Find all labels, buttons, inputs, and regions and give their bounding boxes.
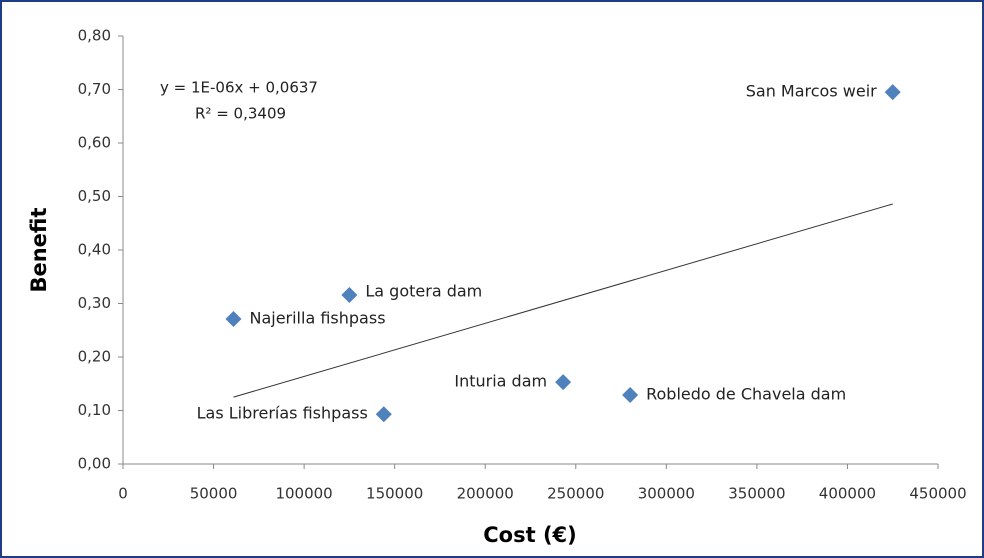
point-label: Najerilla fishpass (249, 309, 385, 328)
y-tick-label: 0,30 (78, 294, 111, 312)
x-tick-label: 100000 (275, 485, 332, 503)
x-axis-title: Cost (€) (483, 523, 577, 547)
point (225, 311, 242, 328)
y-tick-label: 0,10 (78, 401, 111, 419)
y-tick-label: 0,70 (78, 80, 111, 98)
y-tick-label: 0,80 (78, 27, 111, 45)
y-tick-label: 0,40 (78, 241, 111, 259)
point (341, 286, 358, 303)
x-tick-label: 450000 (909, 485, 966, 503)
x-tick-label: 400000 (819, 485, 876, 503)
point-label: San Marcos weir (746, 82, 877, 101)
point-label: Robledo de Chavela dam (646, 384, 846, 403)
x-tick-label: 350000 (728, 485, 785, 503)
trend-equation: y = 1E-06x + 0,0637 (160, 79, 318, 97)
x-tick-label: 150000 (366, 485, 423, 503)
trend-r-squared: R² = 0,3409 (195, 105, 286, 123)
point (375, 406, 392, 423)
y-tick-label: 0,20 (78, 348, 111, 366)
x-tick-label: 250000 (547, 485, 604, 503)
y-tick-label: 0,50 (78, 187, 111, 205)
y-tick-label: 0,00 (78, 455, 111, 473)
y-axis-title: Benefit (27, 207, 51, 292)
x-tick-label: 0 (118, 485, 128, 503)
point-label: Las Librerías fishpass (197, 404, 368, 423)
point (884, 84, 901, 101)
point (622, 386, 639, 403)
x-tick-label: 50000 (190, 485, 238, 503)
x-tick-label: 200000 (457, 485, 514, 503)
y-tick-label: 0,60 (78, 134, 111, 152)
point (555, 374, 572, 391)
point-label: La gotera dam (365, 281, 482, 300)
trendline (233, 203, 893, 398)
x-tick-label: 300000 (638, 485, 695, 503)
point-label: Inturia dam (454, 372, 547, 391)
